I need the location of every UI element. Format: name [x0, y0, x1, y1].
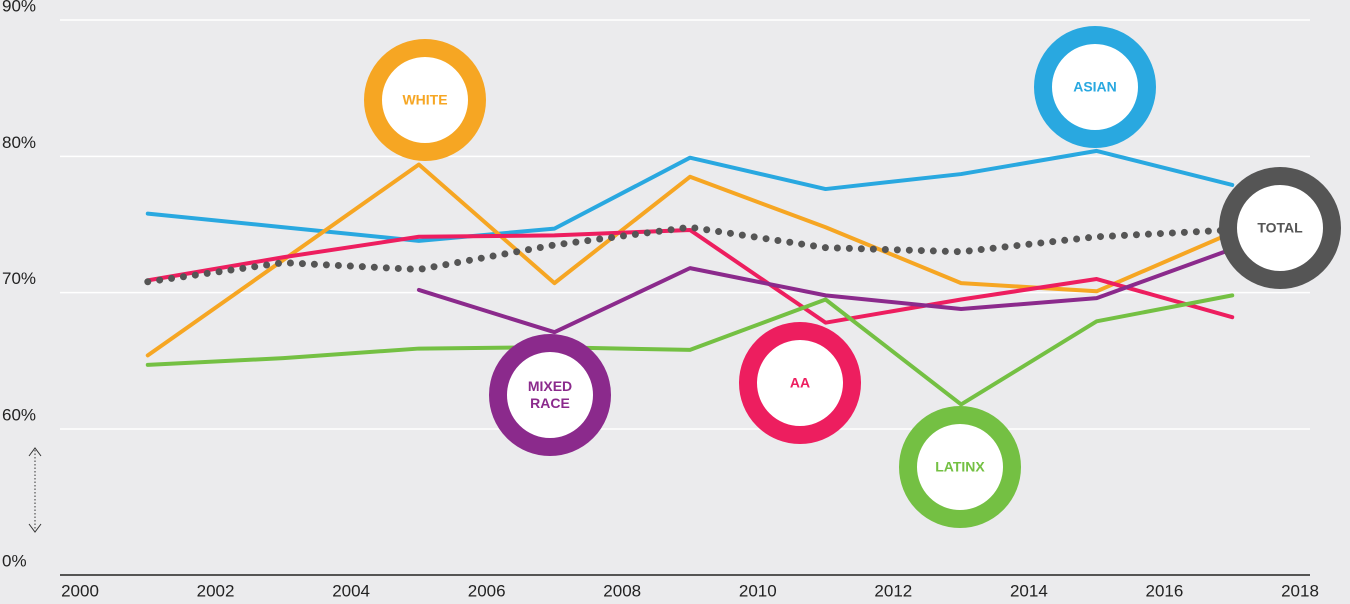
legend-label: WHITE — [402, 91, 448, 108]
axis-break-arrow — [28, 447, 42, 533]
legend-ring — [1219, 167, 1341, 289]
series-line — [145, 162, 1235, 358]
legend-ring — [364, 39, 486, 161]
x-tick-label: 2004 — [332, 581, 370, 600]
legend-label: MIXED RACE — [527, 378, 573, 411]
legend-ring — [1034, 26, 1156, 148]
series-line — [145, 148, 1235, 243]
x-tick-label: 2002 — [197, 581, 235, 600]
y-tick-label: 0% — [2, 551, 27, 570]
x-tick-label: 2010 — [739, 581, 777, 600]
y-tick-label: 60% — [2, 405, 36, 424]
y-tick-label: 70% — [2, 269, 36, 288]
legend-label: ASIAN — [1073, 78, 1117, 95]
legend-ring — [489, 334, 611, 456]
series-line — [145, 227, 1235, 325]
legend-label: TOTAL — [1257, 219, 1303, 236]
y-tick-label: 80% — [2, 133, 36, 152]
x-tick-label: 2016 — [1146, 581, 1184, 600]
x-tick-label: 2018 — [1281, 581, 1319, 600]
legend-ring — [739, 322, 861, 444]
series-line — [145, 293, 1235, 407]
x-tick-label: 2012 — [874, 581, 912, 600]
x-tick-label: 2008 — [603, 581, 641, 600]
legend-ring — [899, 406, 1021, 528]
x-tick-label: 2000 — [61, 581, 99, 600]
legend-label: AA — [789, 374, 811, 391]
legend-label: LATINX — [935, 458, 985, 475]
y-tick-label: 90% — [2, 0, 36, 15]
x-tick-label: 2014 — [1010, 581, 1048, 600]
x-tick-label: 2006 — [468, 581, 506, 600]
series-line — [416, 247, 1235, 335]
series-line — [144, 223, 1236, 286]
